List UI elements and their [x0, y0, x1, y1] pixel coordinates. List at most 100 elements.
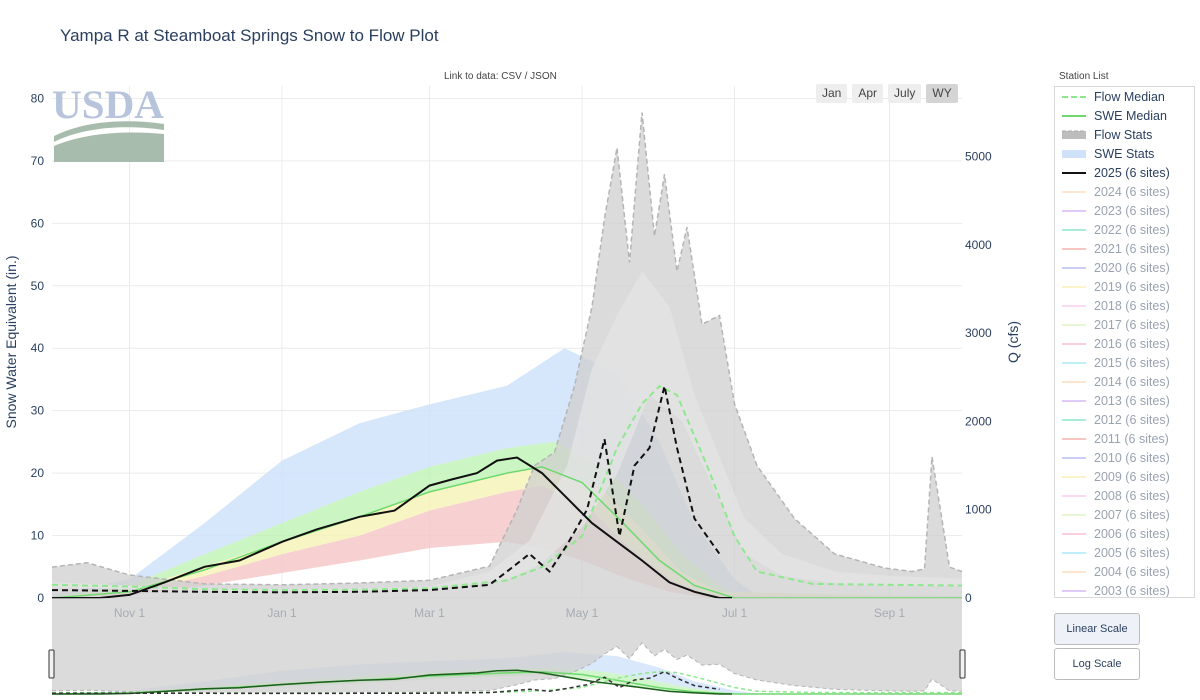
legend-label: 2022 (6 sites) [1094, 222, 1170, 237]
legend-item-2009-6-sites[interactable]: 2009 (6 sites) [1055, 467, 1194, 486]
legend-swatch-icon [1062, 247, 1086, 250]
legend-item-2017-6-sites[interactable]: 2017 (6 sites) [1055, 315, 1194, 334]
legend-swatch-icon [1062, 209, 1086, 212]
legend-item-flow-stats[interactable]: Flow Stats [1055, 125, 1194, 144]
y-axis-label: Snow Water Equivalent (in.) [3, 256, 19, 429]
legend-swatch-icon [1062, 513, 1086, 516]
legend-label: 2009 (6 sites) [1094, 469, 1170, 484]
log-scale-button[interactable]: Log Scale [1054, 648, 1140, 680]
page-title: Yampa R at Steamboat Springs Snow to Flo… [60, 26, 439, 45]
legend-item-2013-6-sites[interactable]: 2013 (6 sites) [1055, 391, 1194, 410]
legend-label: 2007 (6 sites) [1094, 507, 1170, 522]
legend-label: 2016 (6 sites) [1094, 336, 1170, 351]
legend-item-2011-6-sites[interactable]: 2011 (6 sites) [1055, 429, 1194, 448]
range-handle-right[interactable] [959, 649, 966, 679]
legend-item-2025-6-sites[interactable]: 2025 (6 sites) [1055, 163, 1194, 182]
flow-stats-band-max [52, 112, 962, 598]
legend-swatch-icon [1062, 456, 1086, 459]
legend-swatch-icon [1062, 475, 1086, 478]
legend-swatch-icon [1062, 342, 1086, 345]
linear-scale-button[interactable]: Linear Scale [1054, 613, 1140, 645]
legend-item-2014-6-sites[interactable]: 2014 (6 sites) [1055, 372, 1194, 391]
legend-item-2020-6-sites[interactable]: 2020 (6 sites) [1055, 258, 1194, 277]
legend-label: 2006 (6 sites) [1094, 526, 1170, 541]
range-button-wy[interactable]: WY [926, 84, 958, 103]
y-tick-label: 60 [31, 216, 45, 230]
y-tick-label: 20 [31, 466, 45, 480]
legend-swatch-icon [1062, 171, 1086, 174]
legend-label: 2018 (6 sites) [1094, 298, 1170, 313]
y2-axis-label: Q (cfs) [1005, 321, 1021, 363]
legend-item-2016-6-sites[interactable]: 2016 (6 sites) [1055, 334, 1194, 353]
y-tick-label: 40 [31, 341, 45, 355]
legend-item-2008-6-sites[interactable]: 2008 (6 sites) [1055, 486, 1194, 505]
legend-label: 2011 (6 sites) [1094, 431, 1169, 446]
legend-item-2021-6-sites[interactable]: 2021 (6 sites) [1055, 239, 1194, 258]
y2-tick-label: 3000 [965, 326, 992, 340]
legend-swatch-icon [1062, 570, 1086, 573]
legend-label: SWE Stats [1094, 146, 1155, 161]
legend-label: 2004 (6 sites) [1094, 564, 1170, 579]
range-slider[interactable] [48, 598, 966, 695]
range-series-line [51, 670, 720, 695]
legend-item-flow-median[interactable]: Flow Median [1055, 87, 1194, 106]
range-selector: Jan Apr July WY [816, 84, 958, 103]
legend-swatch-icon [1062, 323, 1086, 326]
legend-item-swe-stats[interactable]: SWE Stats [1055, 144, 1194, 163]
legend-label: 2025 (6 sites) [1094, 165, 1170, 180]
legend-label: 2020 (6 sites) [1094, 260, 1170, 275]
legend-swatch-icon [1062, 589, 1086, 592]
legend-swatch-icon [1062, 266, 1086, 269]
legend-item-2010-6-sites[interactable]: 2010 (6 sites) [1055, 448, 1194, 467]
legend-item-2019-6-sites[interactable]: 2019 (6 sites) [1055, 277, 1194, 296]
range-handle-left[interactable] [48, 649, 55, 679]
data-link[interactable]: Link to data: CSV / JSON [444, 71, 557, 82]
range-button-july[interactable]: July [888, 84, 922, 103]
legend-label: 2023 (6 sites) [1094, 203, 1170, 218]
legend-item-2023-6-sites[interactable]: 2023 (6 sites) [1055, 201, 1194, 220]
legend-label: 2003 (6 sites) [1094, 583, 1170, 598]
legend-item-2012-6-sites[interactable]: 2012 (6 sites) [1055, 410, 1194, 429]
legend-item-2006-6-sites[interactable]: 2006 (6 sites) [1055, 524, 1194, 543]
series-2025-6-sites [52, 456, 732, 599]
legend-label: 2013 (6 sites) [1094, 393, 1170, 408]
legend-label: 2012 (6 sites) [1094, 412, 1170, 427]
legend-swatch-icon [1062, 418, 1086, 421]
legend-item-2022-6-sites[interactable]: 2022 (6 sites) [1055, 220, 1194, 239]
series-2025-flow [51, 385, 721, 594]
y2-tick-label: 4000 [965, 238, 992, 252]
legend-label: 2024 (6 sites) [1094, 184, 1170, 199]
range-button-apr[interactable]: Apr [852, 84, 884, 103]
legend-label: 2017 (6 sites) [1094, 317, 1170, 332]
legend-swatch-icon [1062, 437, 1086, 440]
legend-label: 2019 (6 sites) [1094, 279, 1170, 294]
legend-item-swe-median[interactable]: SWE Median [1055, 106, 1194, 125]
station-legend: Flow Median SWE Median Flow Stats SWE Stats… [1054, 86, 1195, 598]
legend-item-2018-6-sites[interactable]: 2018 (6 sites) [1055, 296, 1194, 315]
legend-item-2003-6-sites[interactable]: 2003 (6 sites) [1055, 581, 1194, 598]
legend-item-2004-6-sites[interactable]: 2004 (6 sites) [1055, 562, 1194, 581]
legend-label: 2021 (6 sites) [1094, 241, 1170, 256]
legend-label: 2010 (6 sites) [1094, 450, 1170, 465]
legend-item-2024-6-sites[interactable]: 2024 (6 sites) [1055, 182, 1194, 201]
svg-text:USDA: USDA [52, 84, 164, 127]
legend-item-2005-6-sites[interactable]: 2005 (6 sites) [1055, 543, 1194, 562]
legend-item-2015-6-sites[interactable]: 2015 (6 sites) [1055, 353, 1194, 372]
legend-swatch-icon [1062, 380, 1086, 383]
legend-swatch-icon [1062, 114, 1086, 117]
flow-stats-max-outline [51, 112, 963, 586]
y-tick-label: 0 [37, 591, 44, 605]
legend-label: 2014 (6 sites) [1094, 374, 1170, 389]
legend-swatch-icon [1062, 95, 1086, 98]
legend-label: Flow Median [1094, 89, 1165, 104]
legend-label: Flow Stats [1094, 127, 1153, 142]
y-tick-label: 10 [31, 529, 45, 543]
station-list-title: Station List [1059, 71, 1109, 82]
y-tick-label: 80 [31, 91, 45, 105]
legend-swatch-icon [1062, 361, 1086, 364]
range-button-jan[interactable]: Jan [816, 84, 848, 103]
y2-tick-label: 2000 [965, 414, 992, 428]
legend-swatch-icon [1062, 532, 1086, 535]
legend-swatch-icon [1062, 190, 1086, 193]
legend-item-2007-6-sites[interactable]: 2007 (6 sites) [1055, 505, 1194, 524]
